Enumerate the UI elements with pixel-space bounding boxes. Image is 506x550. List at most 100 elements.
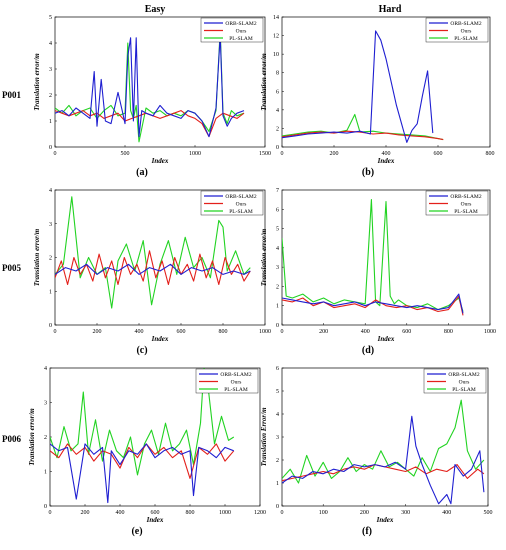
legend-label: PL-SLAM [229, 36, 253, 42]
legend-label: ORB-SLAM2 [450, 21, 481, 27]
x-axis-label: Index [151, 157, 169, 165]
plot-frame [54, 16, 266, 148]
y-tick-label: 3 [44, 401, 47, 407]
plot-frame [281, 189, 491, 326]
legend-label: Ours [459, 380, 470, 386]
x-axis-label: Index [146, 516, 164, 524]
x-tick-label: 400 [116, 510, 125, 516]
x-axis-label: Index [376, 516, 394, 524]
x-tick-label: 1500 [259, 151, 271, 157]
y-tick-label: 1 [49, 289, 52, 295]
chart-panel-3: 0 200 400 600 800 1000 0 1 2 3 4 ORB-SLAM2 OursPL-SL… [33, 188, 271, 356]
x-tick-label: 400 [135, 329, 144, 335]
y-axis-label: Translation error/m [28, 408, 36, 466]
y-tick-label: 0 [276, 504, 279, 510]
x-tick-label: 600 [177, 329, 186, 335]
y-tick-label: 3 [276, 435, 279, 441]
x-tick-label: 0 [49, 510, 52, 516]
row-label-p001: P001 [2, 90, 21, 100]
series-line-ours [50, 443, 235, 479]
y-tick-label: 2 [276, 284, 279, 290]
y-tick-label: 2 [276, 126, 279, 132]
y-tick-label: 5 [276, 227, 279, 233]
column-title-hard: Hard [379, 4, 402, 15]
y-tick-label: 1 [49, 119, 52, 125]
y-tick-label: 0 [276, 323, 279, 329]
x-tick-label: 200 [93, 329, 102, 335]
y-tick-label: 8 [276, 71, 279, 77]
x-tick-label: 600 [151, 510, 160, 516]
x-tick-label: 200 [81, 510, 90, 516]
legend-label: PL-SLAM [224, 387, 248, 393]
legend-label: PL-SLAM [229, 209, 253, 215]
y-tick-label: 7 [276, 188, 279, 194]
y-tick-label: 0 [44, 504, 47, 510]
column-title-easy: Easy [145, 4, 166, 15]
y-tick-label: 6 [276, 366, 279, 372]
x-tick-label: 400 [442, 510, 451, 516]
series-line-orb-slam2 [282, 293, 464, 314]
x-tick-label: 800 [219, 329, 228, 335]
y-tick-label: 4 [44, 366, 47, 372]
legend-label: ORB-SLAM2 [448, 372, 479, 378]
y-tick-label: 5 [276, 389, 279, 395]
y-tick-label: 4 [276, 246, 279, 252]
x-tick-label: 0 [281, 510, 284, 516]
chart-panel-2: 0 200 400 600 800 0 2 4 6 8 10 12 14 ORB-SLAM2 OursPL-… [260, 15, 495, 178]
y-tick-label: 0 [49, 323, 52, 329]
y-axis-label: Translation Error/m [260, 407, 268, 467]
legend-label: ORB-SLAM2 [225, 21, 256, 27]
legend-label: Ours [236, 29, 247, 35]
series-line-ours [55, 250, 251, 286]
y-tick-label: 4 [276, 412, 279, 418]
x-tick-label: 200 [319, 329, 328, 335]
y-tick-label: 6 [276, 207, 279, 213]
y-axis-label: Translation error/m [33, 53, 41, 111]
y-tick-label: 10 [273, 52, 279, 58]
x-tick-label: 600 [402, 329, 411, 335]
y-tick-label: 6 [276, 89, 279, 95]
y-axis-label: Translation error/m [33, 228, 41, 286]
x-tick-label: 0 [281, 329, 284, 335]
y-tick-label: 2 [276, 458, 279, 464]
subfigure-label: (d) [362, 345, 374, 356]
legend-label: ORB-SLAM2 [220, 372, 251, 378]
legend-label: Ours [461, 29, 472, 35]
series-line-orb-slam2 [55, 34, 245, 138]
x-tick-label: 0 [54, 329, 57, 335]
series-line-pl-slam [282, 199, 464, 312]
series-line-pl-slam [55, 29, 245, 143]
series-line-pl-slam [282, 399, 485, 484]
series-line-orb-slam2 [282, 415, 485, 505]
row-label-p005: P005 [2, 263, 21, 273]
subfigure-label: (b) [362, 167, 374, 178]
series-line-ours [282, 295, 464, 316]
y-tick-label: 2 [44, 435, 47, 441]
row-label-p006: P006 [2, 434, 21, 444]
x-tick-label: 200 [330, 151, 339, 157]
x-tick-label: 800 [486, 151, 495, 157]
x-tick-label: 100 [319, 510, 328, 516]
y-tick-label: 1 [44, 470, 47, 476]
y-tick-label: 2 [49, 256, 52, 262]
y-axis-label: Translation error/m [260, 53, 268, 111]
series-line-pl-slam [55, 196, 251, 309]
x-tick-label: 400 [361, 329, 370, 335]
y-tick-label: 4 [49, 188, 52, 194]
y-tick-label: 4 [276, 108, 279, 114]
chart-panel-6: 0 100 200 300 400 500 0 1 2 3 4 5 6 ORB-SLAM2 OursPL-S… [260, 366, 493, 537]
subfigure-label: (f) [362, 526, 372, 537]
x-tick-label: 800 [186, 510, 195, 516]
charts-group: 0 500 1000 1500012345ORB-SLAM2OursPL-SLAMIn… [28, 15, 496, 537]
x-tick-label: 1000 [189, 151, 201, 157]
series-line-orb-slam2 [50, 443, 234, 504]
x-tick-label: 0 [281, 151, 284, 157]
x-tick-label: 0 [54, 151, 57, 157]
y-tick-label: 1 [276, 481, 279, 487]
y-axis-label: Translation error/m [260, 228, 268, 286]
y-tick-label: 3 [49, 67, 52, 73]
y-tick-label: 12 [273, 34, 279, 40]
x-axis-label: Index [377, 157, 395, 165]
